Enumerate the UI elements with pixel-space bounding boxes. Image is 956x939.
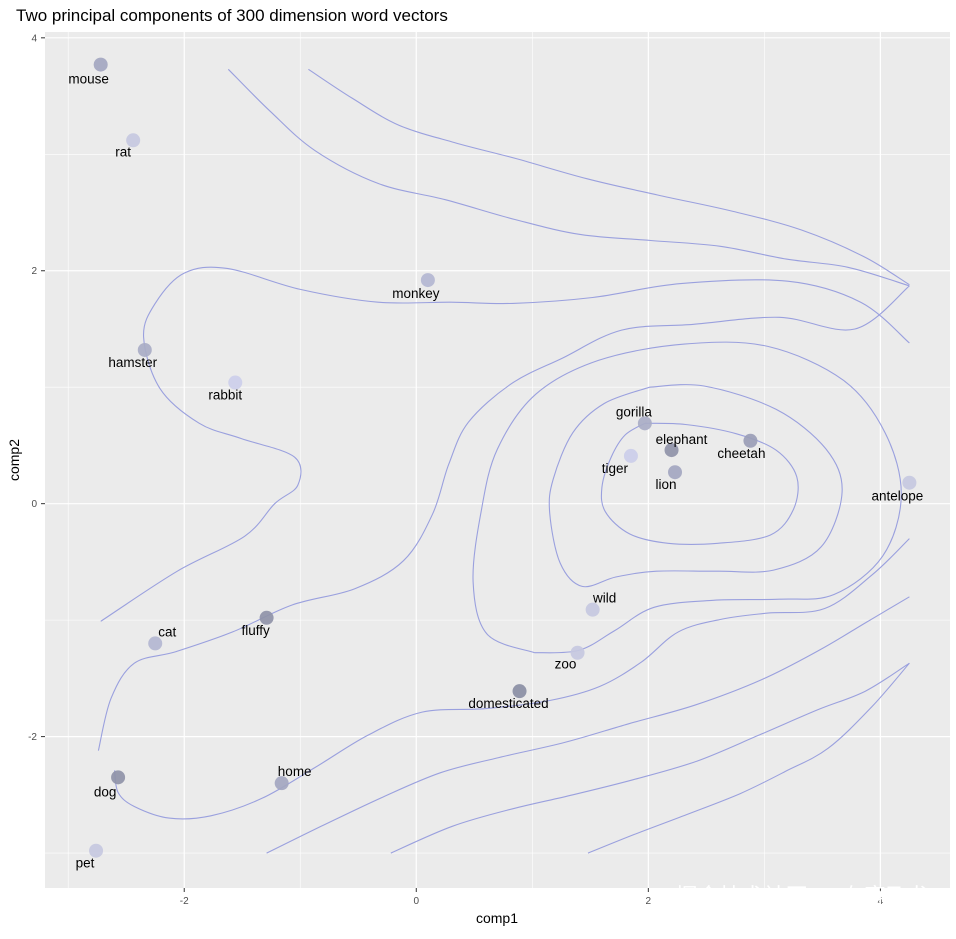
point-label-rabbit: rabbit	[208, 388, 242, 403]
x-tick-label: 4	[878, 896, 884, 907]
point-label-elephant: elephant	[656, 432, 708, 447]
y-tick-label: 4	[31, 33, 37, 44]
major-gridlines	[45, 32, 950, 888]
point-label-mouse: mouse	[68, 72, 109, 87]
plot-panel	[45, 32, 950, 888]
data-point-fluffy	[259, 610, 274, 625]
data-point-gorilla	[637, 416, 652, 431]
data-points	[89, 57, 917, 858]
data-point-cat	[148, 636, 163, 651]
x-tick-label: -2	[180, 896, 189, 907]
data-point-monkey	[420, 273, 435, 288]
point-label-cheetah: cheetah	[717, 446, 765, 461]
point-label-home: home	[278, 764, 312, 779]
point-label-antelope: antelope	[871, 489, 923, 504]
data-point-lion	[668, 465, 683, 480]
y-tick-label: 0	[31, 499, 37, 510]
point-label-gorilla: gorilla	[616, 404, 653, 419]
point-label-tiger: tiger	[602, 461, 629, 476]
density-contour-line	[308, 68, 910, 286]
data-point-hamster	[137, 342, 152, 357]
point-label-monkey: monkey	[392, 286, 440, 301]
chart-title: Two principal components of 300 dimensio…	[16, 6, 448, 25]
point-label-zoo: zoo	[555, 657, 577, 672]
y-axis-title: comp2	[6, 439, 22, 481]
point-label-lion: lion	[656, 477, 677, 492]
y-tick-label: -2	[28, 732, 37, 743]
x-tick-label: 2	[646, 896, 652, 907]
data-point-dog	[111, 770, 126, 785]
point-label-fluffy: fluffy	[241, 623, 270, 638]
data-point-tiger	[623, 448, 638, 463]
watermark: 掘金技术社区 @ 布客飞龙	[675, 884, 930, 909]
data-point-mouse	[93, 57, 108, 72]
point-labels: mouse rat monkey hamster rabbit gorillaelepha…	[68, 72, 923, 871]
density-contour-line	[100, 266, 910, 622]
point-label-rat: rat	[115, 144, 131, 159]
density-contour-line	[266, 596, 910, 854]
data-point-pet	[89, 843, 104, 858]
data-point-domesticated	[512, 684, 527, 699]
density-contour-line	[114, 538, 910, 820]
density-contour-line	[472, 341, 902, 654]
point-label-dog: dog	[94, 784, 117, 799]
point-label-wild: wild	[592, 591, 616, 606]
data-point-zoo	[570, 645, 585, 660]
point-label-hamster: hamster	[108, 355, 157, 370]
data-point-home	[274, 776, 289, 791]
density-contour-line	[548, 384, 843, 588]
data-point-wild	[585, 602, 600, 617]
x-axis-title: comp1	[476, 910, 518, 926]
data-point-rabbit	[228, 375, 243, 390]
density-contour-line	[587, 662, 910, 854]
minor-gridlines	[45, 32, 950, 888]
density-contour-line	[227, 68, 910, 287]
y-axis-ticks: -2 0 2 4	[28, 33, 45, 743]
density-contour-line	[97, 285, 910, 751]
data-point-rat	[126, 133, 141, 148]
data-point-cheetah	[743, 433, 758, 448]
point-label-cat: cat	[158, 624, 176, 639]
density-contours	[97, 68, 910, 854]
density-contour-line	[390, 662, 910, 854]
x-tick-label: 0	[414, 896, 420, 907]
data-point-antelope	[902, 475, 917, 490]
y-tick-label: 2	[31, 266, 37, 277]
point-label-domesticated: domesticated	[468, 696, 548, 711]
point-label-pet: pet	[76, 856, 95, 871]
x-axis-ticks: -2 0 2 4	[180, 888, 884, 907]
data-point-elephant	[664, 443, 679, 458]
